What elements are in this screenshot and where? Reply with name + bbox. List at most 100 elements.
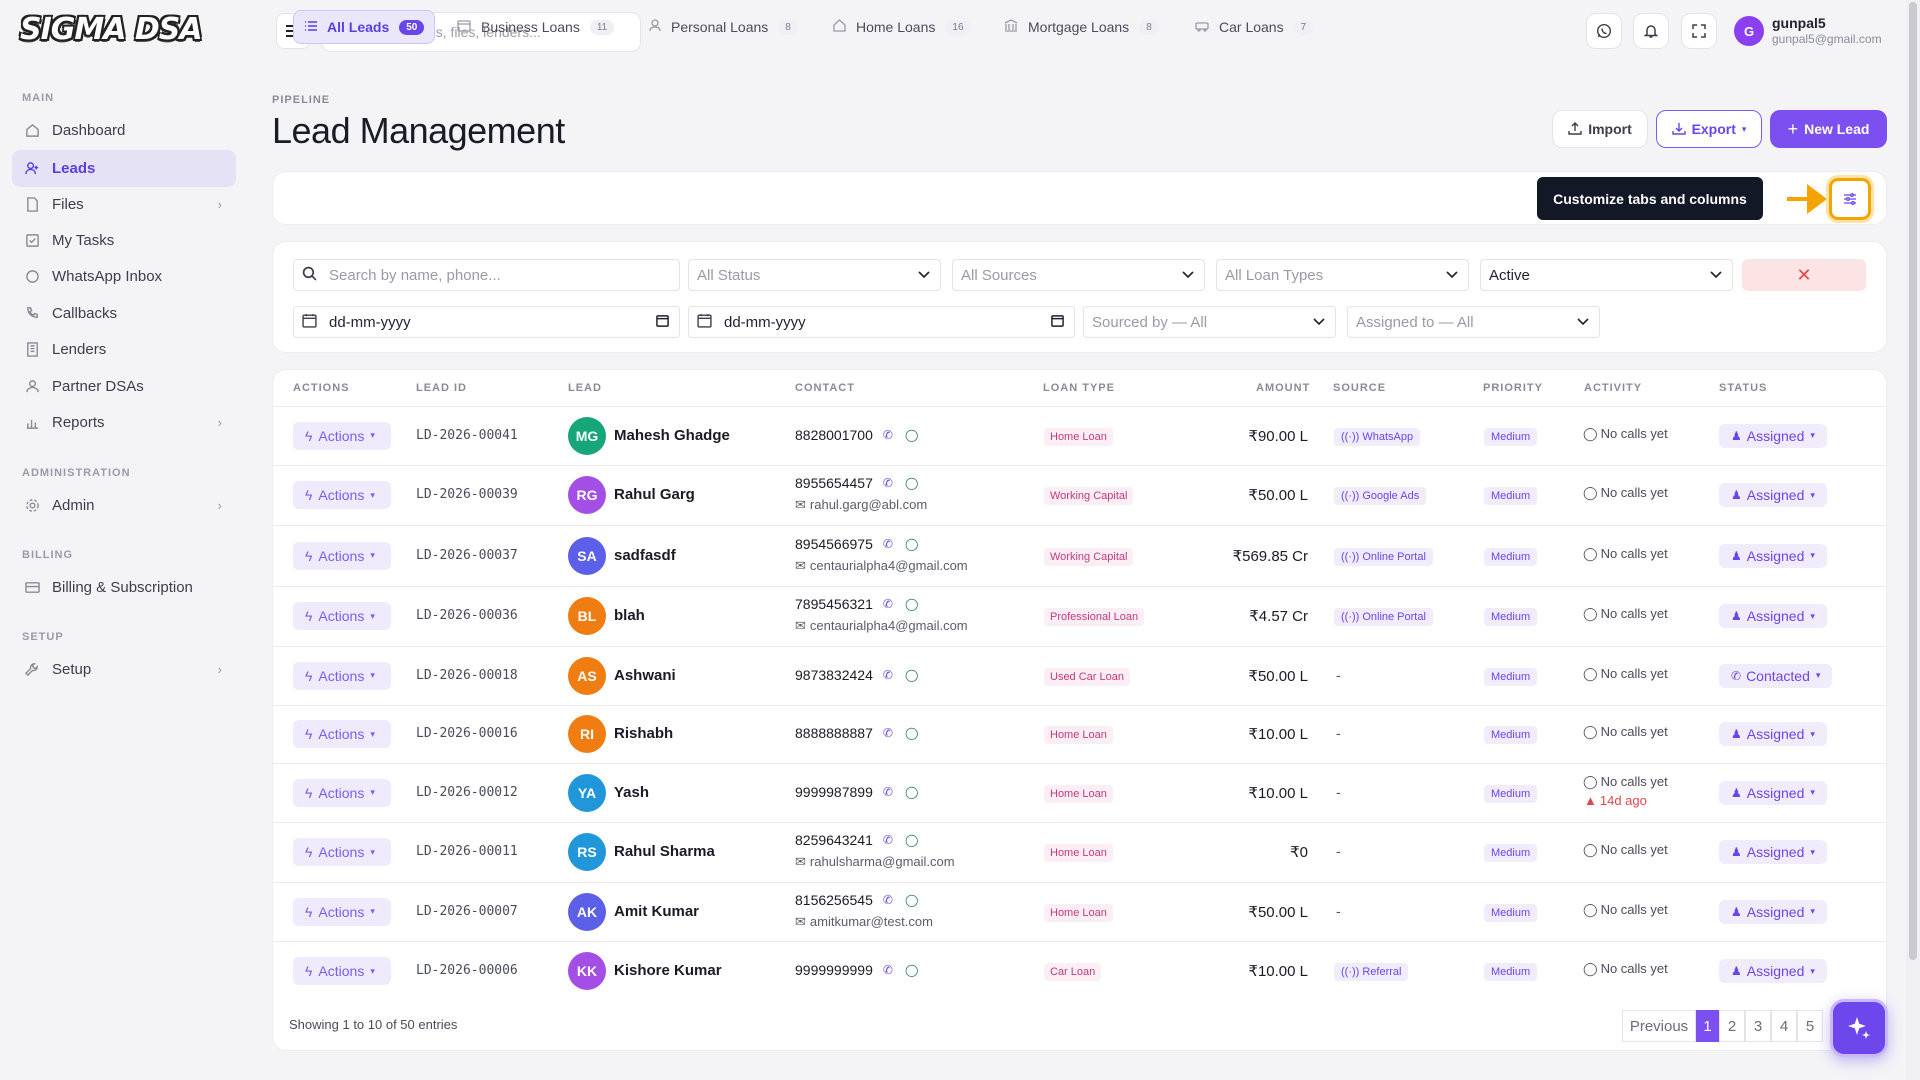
pagination-page-2[interactable]: 2 xyxy=(1719,1010,1745,1042)
lead-name[interactable]: sadfasdf xyxy=(614,546,676,564)
sidebar-item-files[interactable]: Files › xyxy=(12,186,236,223)
status-dropdown[interactable]: ♟ Assigned ▾ xyxy=(1719,483,1827,507)
status-dropdown[interactable]: ♟ Assigned ▾ xyxy=(1719,423,1827,448)
status-dropdown[interactable]: ♟ Assigned ▾ xyxy=(1719,543,1827,568)
row-actions-button[interactable]: ϟ Actions ▾ xyxy=(293,720,391,748)
sidebar-item-leads[interactable]: Leads xyxy=(12,150,236,187)
new-lead-button[interactable]: + New Lead xyxy=(1770,110,1887,148)
whatsapp-icon[interactable]: ◯ xyxy=(904,427,919,442)
pagination-page-4[interactable]: 4 xyxy=(1771,1010,1797,1042)
whatsapp-icon[interactable]: ◯ xyxy=(904,892,919,907)
sidebar-item-callbacks[interactable]: Callbacks xyxy=(12,295,236,332)
table-row[interactable] xyxy=(273,763,1886,822)
scrollbar-thumb[interactable] xyxy=(1909,2,1917,960)
whatsapp-icon[interactable]: ◯ xyxy=(904,597,919,611)
sidebar-item-lenders[interactable]: Lenders xyxy=(12,331,236,368)
app-logo[interactable]: SIGMA DSA xyxy=(20,12,203,47)
call-icon[interactable]: ✆ xyxy=(882,784,893,799)
sidebar-item-reports[interactable]: Reports › xyxy=(12,404,236,441)
table-row[interactable] xyxy=(273,822,1886,882)
table-row[interactable] xyxy=(273,586,1886,646)
status-dropdown[interactable]: ♟ Assigned ▾ xyxy=(1719,722,1827,746)
lead-name[interactable]: Mahesh Ghadge xyxy=(614,426,730,444)
table-row[interactable] xyxy=(273,646,1886,705)
call-icon[interactable]: ✆ xyxy=(882,892,893,907)
table-row[interactable] xyxy=(273,525,1886,586)
date-from-input[interactable]: dd-mm-yyyy xyxy=(293,306,680,338)
assigned-to-select[interactable]: Assigned to — All xyxy=(1347,306,1600,338)
sidebar-item-my-tasks[interactable]: My Tasks xyxy=(12,222,236,259)
lead-state-select[interactable]: Active xyxy=(1480,259,1733,291)
pagination-page-5[interactable]: 5 xyxy=(1797,1010,1823,1042)
clear-filters-button[interactable]: ✕ xyxy=(1742,259,1866,291)
table-row[interactable] xyxy=(273,465,1886,525)
customize-columns-button[interactable] xyxy=(1829,178,1871,220)
tab-home-loans[interactable]: Home Loans 16 xyxy=(823,10,981,44)
row-actions-button[interactable]: ϟ Actions ▾ xyxy=(293,661,391,690)
call-icon[interactable]: ✆ xyxy=(882,427,893,442)
status-dropdown[interactable]: ♟ Assigned ▾ xyxy=(1719,604,1827,628)
whatsapp-button[interactable] xyxy=(1586,13,1622,49)
call-icon[interactable]: ✆ xyxy=(882,536,893,551)
pagination-page-1[interactable]: 1 xyxy=(1696,1010,1719,1042)
lead-name[interactable]: Rahul Garg xyxy=(614,486,695,503)
lead-name[interactable]: Ashwani xyxy=(614,666,676,684)
row-actions-button[interactable]: ϟ Actions ▾ xyxy=(293,838,391,866)
lead-name[interactable]: Yash xyxy=(614,783,650,801)
table-row[interactable] xyxy=(273,406,1886,465)
whatsapp-icon[interactable]: ◯ xyxy=(904,536,919,551)
loan-types-select[interactable]: All Loan Types xyxy=(1216,259,1469,291)
row-actions-button[interactable]: ϟ Actions ▾ xyxy=(293,778,391,807)
lead-name[interactable]: blah xyxy=(614,607,645,624)
calendar-icon[interactable] xyxy=(1051,314,1064,331)
whatsapp-icon[interactable]: ◯ xyxy=(904,833,919,847)
row-actions-button[interactable]: ϟ Actions ▾ xyxy=(293,957,391,985)
row-actions-button[interactable]: ϟ Actions ▾ xyxy=(293,602,391,630)
user-avatar[interactable]: G xyxy=(1734,16,1764,46)
pagination-page-3[interactable]: 3 xyxy=(1745,1010,1771,1042)
page-scrollbar[interactable] xyxy=(1906,0,1920,1080)
lead-name[interactable]: Rishabh xyxy=(614,725,674,742)
status-dropdown[interactable]: ♟ Assigned ▾ xyxy=(1719,840,1827,864)
sources-select[interactable]: All Sources xyxy=(952,259,1205,291)
status-dropdown[interactable]: ♟ Assigned ▾ xyxy=(1719,959,1827,983)
tab-all-leads[interactable]: All Leads 50 xyxy=(293,10,436,44)
call-icon[interactable]: ✆ xyxy=(882,726,893,740)
lead-name[interactable]: Kishore Kumar xyxy=(614,962,722,979)
row-actions-button[interactable]: ϟ Actions ▾ xyxy=(293,481,391,509)
call-icon[interactable]: ✆ xyxy=(882,833,893,847)
tab-personal-loans[interactable]: Personal Loans 8 xyxy=(639,10,808,44)
table-row[interactable] xyxy=(273,882,1886,941)
tab-car-loans[interactable]: Car Loans 7 xyxy=(1185,10,1323,44)
lead-name[interactable]: Amit Kumar xyxy=(614,902,700,920)
whatsapp-icon[interactable]: ◯ xyxy=(904,476,919,490)
whatsapp-icon[interactable]: ◯ xyxy=(904,726,919,740)
lead-search-input[interactable]: Search by name, phone... xyxy=(293,259,680,291)
table-row[interactable] xyxy=(273,705,1886,763)
import-button[interactable]: Import xyxy=(1552,110,1648,148)
ai-assistant-button[interactable] xyxy=(1830,999,1888,1057)
calendar-icon[interactable] xyxy=(656,314,669,331)
table-row[interactable] xyxy=(273,941,1886,1001)
status-select[interactable]: All Status xyxy=(688,259,941,291)
row-actions-button[interactable]: ϟ Actions ▾ xyxy=(293,897,391,926)
whatsapp-icon[interactable]: ◯ xyxy=(904,667,919,682)
tab-mortgage-loans[interactable]: Mortgage Loans 8 xyxy=(994,10,1169,44)
call-icon[interactable]: ✆ xyxy=(882,667,893,682)
sidebar-item-admin[interactable]: Admin › xyxy=(12,487,236,524)
sidebar-item-billing[interactable]: Billing & Subscription xyxy=(12,569,236,606)
sidebar-item-dashboard[interactable]: Dashboard xyxy=(12,112,236,149)
row-actions-button[interactable]: ϟ Actions ▾ xyxy=(293,541,391,570)
status-dropdown[interactable]: ♟ Assigned ▾ xyxy=(1719,780,1827,805)
status-dropdown[interactable]: ✆ Contacted ▾ xyxy=(1719,663,1833,688)
whatsapp-icon[interactable]: ◯ xyxy=(904,963,919,977)
call-icon[interactable]: ✆ xyxy=(882,597,893,611)
status-dropdown[interactable]: ♟ Assigned ▾ xyxy=(1719,899,1827,924)
call-icon[interactable]: ✆ xyxy=(882,963,893,977)
row-actions-button[interactable]: ϟ Actions ▾ xyxy=(293,421,391,450)
call-icon[interactable]: ✆ xyxy=(882,476,893,490)
whatsapp-icon[interactable]: ◯ xyxy=(904,784,919,799)
pagination-previous-button[interactable]: Previous xyxy=(1622,1010,1696,1042)
tab-business-loans[interactable]: Business Loans 11 xyxy=(447,10,624,44)
lead-name[interactable]: Rahul Sharma xyxy=(614,843,715,860)
